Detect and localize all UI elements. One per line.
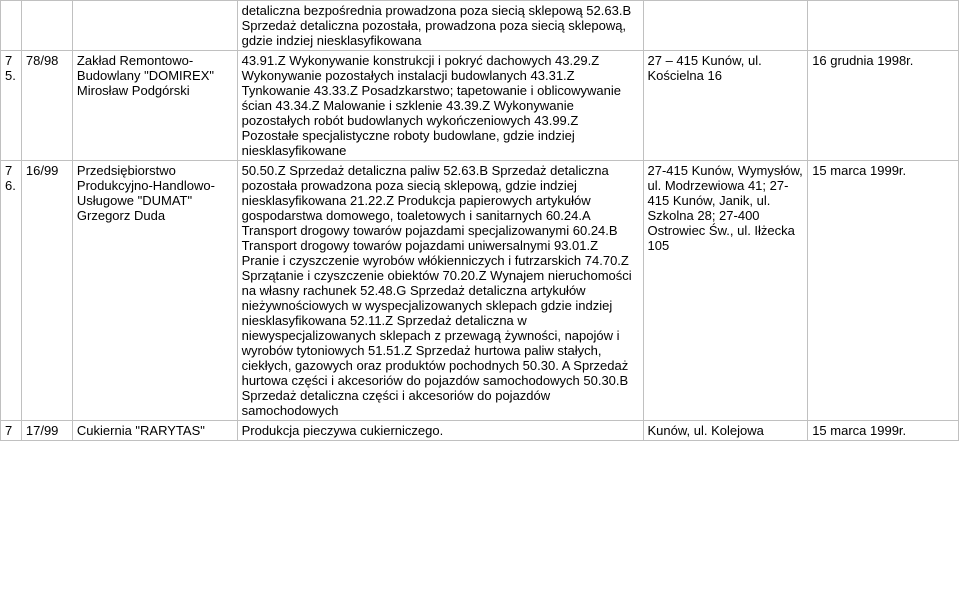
cell-ref [21,1,72,51]
cell-ref: 78/98 [21,51,72,161]
cell-addr: 27 – 415 Kunów, ul. Kościelna 16 [643,51,808,161]
cell-addr: 27-415 Kunów, Wymysłów, ul. Modrzewiowa … [643,161,808,421]
cell-num: 7 [1,421,22,441]
cell-name: Przedsiębiorstwo Produkcyjno-Handlowo-Us… [72,161,237,421]
cell-num: 7 6. [1,161,22,421]
registry-table: detaliczna bezpośrednia prowadzona poza … [0,0,959,441]
cell-name [72,1,237,51]
cell-desc: detaliczna bezpośrednia prowadzona poza … [237,1,643,51]
table-row: detaliczna bezpośrednia prowadzona poza … [1,1,959,51]
table-row: 7 6. 16/99 Przedsiębiorstwo Produkcyjno-… [1,161,959,421]
cell-date: 16 grudnia 1998r. [808,51,959,161]
cell-date [808,1,959,51]
cell-num [1,1,22,51]
cell-name: Zakład Remontowo-Budowlany "DOMIREX" Mir… [72,51,237,161]
cell-num: 7 5. [1,51,22,161]
cell-date: 15 marca 1999r. [808,161,959,421]
table-body: detaliczna bezpośrednia prowadzona poza … [1,1,959,441]
cell-ref: 17/99 [21,421,72,441]
cell-addr [643,1,808,51]
cell-desc: Produkcja pieczywa cukierniczego. [237,421,643,441]
table-row: 7 17/99 Cukiernia "RARYTAS" Produkcja pi… [1,421,959,441]
cell-date: 15 marca 1999r. [808,421,959,441]
cell-desc: 43.91.Z Wykonywanie konstrukcji i pokryć… [237,51,643,161]
cell-desc: 50.50.Z Sprzedaż detaliczna paliw 52.63.… [237,161,643,421]
cell-name: Cukiernia "RARYTAS" [72,421,237,441]
cell-addr: Kunów, ul. Kolejowa [643,421,808,441]
cell-ref: 16/99 [21,161,72,421]
table-row: 7 5. 78/98 Zakład Remontowo-Budowlany "D… [1,51,959,161]
